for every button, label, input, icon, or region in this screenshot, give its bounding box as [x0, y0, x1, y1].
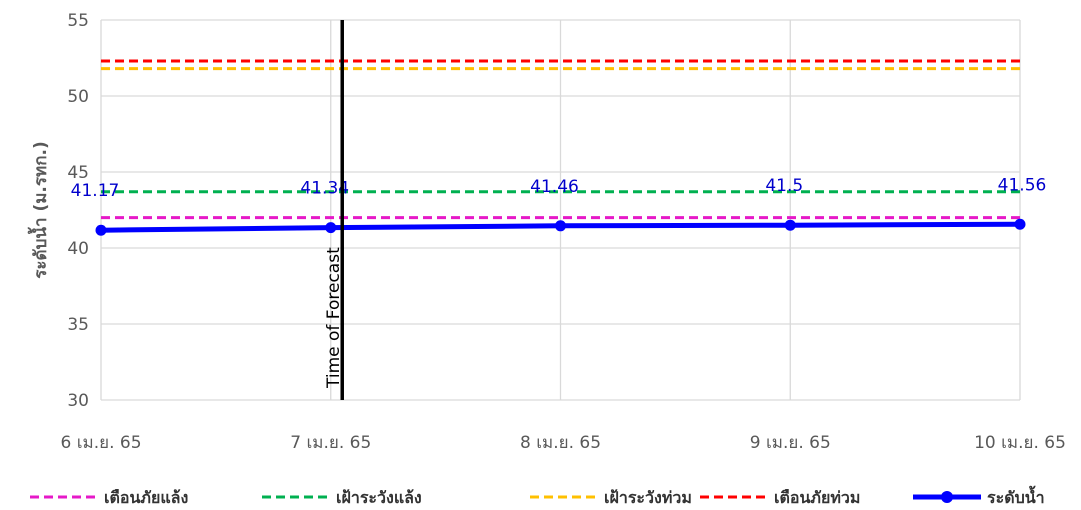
y-tick-label: 35 [67, 315, 89, 335]
data-label: 41.5 [765, 176, 803, 196]
data-label: 41.46 [530, 177, 579, 197]
x-tick-labels: 6 เม.ย. 65 7 เม.ย. 65 8 เม.ย. 65 9 เม.ย. 65… [60, 433, 1065, 453]
x-tick-label: 9 เม.ย. 65 [750, 433, 831, 453]
y-tick-label: 45 [67, 163, 89, 183]
legend-entry: เฝ้าระวังแล้ง [336, 488, 422, 507]
legend-marker [941, 491, 953, 503]
x-tick-label: 6 เม.ย. 65 [60, 433, 141, 453]
series-lines: 41.17 41.34 41.46 41.5 41.56 [71, 175, 1047, 236]
data-label: 41.34 [300, 179, 349, 199]
data-point [555, 220, 566, 232]
grid-lines [100, 19, 1021, 401]
legend-entry: เตือนภัยแล้ง [104, 488, 188, 507]
y-axis-label: ระดับน้ำ (ม.รทก.) [27, 141, 51, 278]
forecast-time-label: Time of Forecast [324, 247, 344, 389]
data-label: 41.56 [998, 175, 1047, 195]
y-tick-label: 40 [67, 239, 89, 259]
x-tick-label: 7 เม.ย. 65 [290, 433, 371, 453]
data-point [325, 222, 337, 234]
y-tick-label: 30 [67, 391, 89, 411]
y-tick-label: 55 [67, 11, 89, 31]
legend: เตือนภัยแล้ง เฝ้าระวังแล้ง เฝ้าระวังท่วม เต… [30, 485, 1045, 507]
y-tick-labels: 30 35 40 45 50 55 [67, 11, 89, 411]
legend-entry: ระดับน้ำ [987, 485, 1045, 507]
x-tick-label: 8 เม.ย. 65 [520, 433, 601, 453]
data-point [1014, 218, 1026, 230]
data-point [784, 219, 796, 231]
data-point [95, 224, 107, 236]
legend-entry: เฝ้าระวังท่วม [604, 488, 692, 507]
y-tick-label: 50 [67, 87, 89, 107]
legend-entry: เตือนภัยท่วม [774, 488, 860, 507]
x-tick-label: 10 เม.ย. 65 [974, 433, 1066, 453]
annotations: Time of Forecast [324, 20, 344, 400]
data-label: 41.17 [71, 181, 120, 201]
